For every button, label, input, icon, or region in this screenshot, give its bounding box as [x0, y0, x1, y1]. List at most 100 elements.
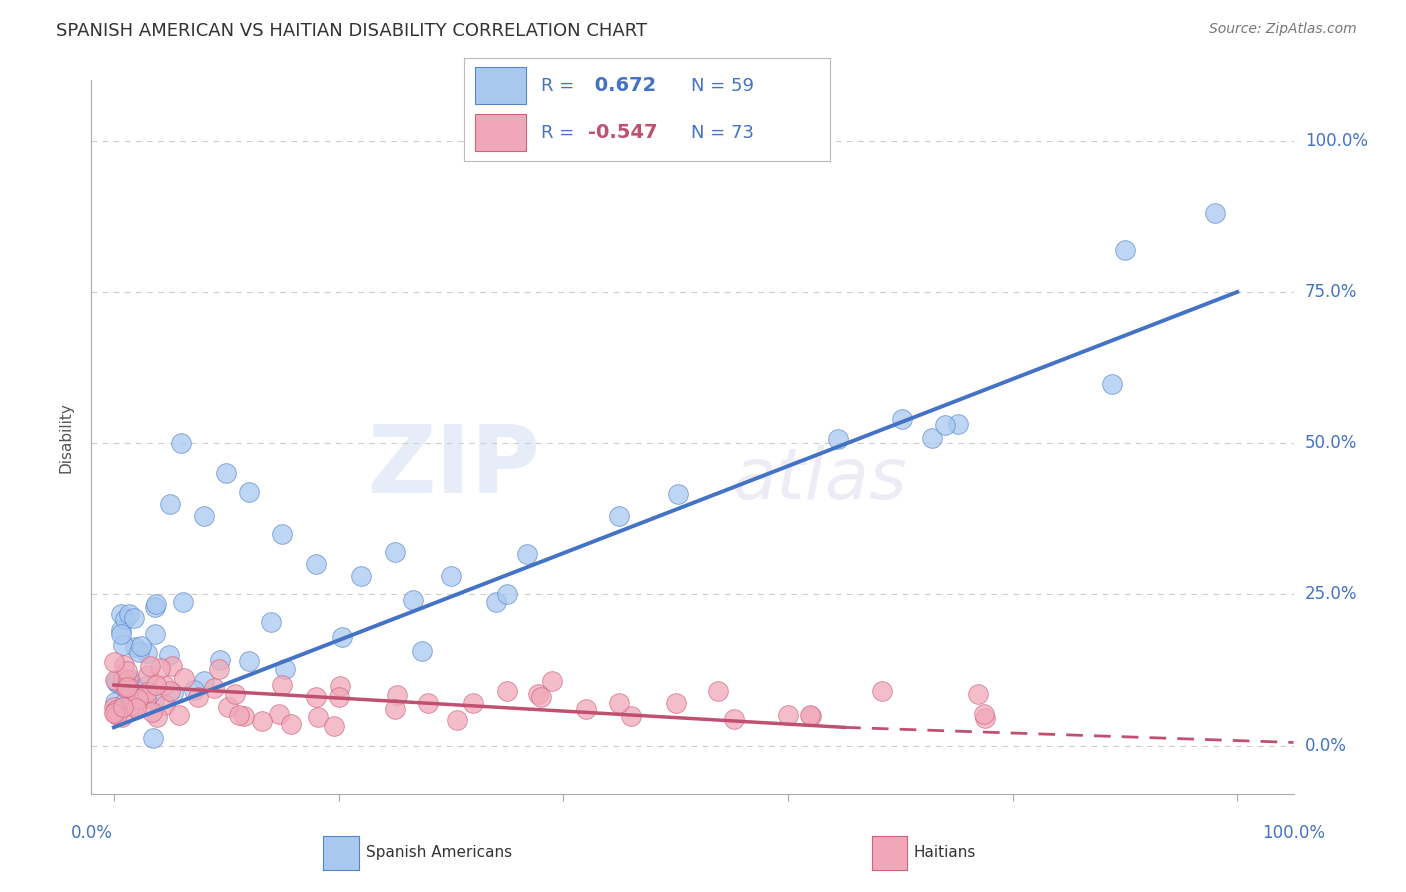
Point [305, 690, 328, 705]
Point [870, 684, 893, 698]
Text: R =: R = [541, 124, 579, 142]
Point [159, 684, 181, 698]
Point [271, 526, 294, 541]
Point [172, 595, 194, 609]
Point [138, 667, 160, 681]
Point [105, 676, 128, 690]
Point [104, 673, 127, 687]
Point [129, 640, 152, 654]
Point [530, 690, 553, 705]
Y-axis label: Disability: Disability [58, 401, 73, 473]
Point [105, 703, 128, 717]
Point [103, 700, 125, 714]
Point [974, 710, 997, 724]
Point [104, 706, 127, 720]
Text: ZIP: ZIP [368, 421, 541, 513]
Point [402, 592, 425, 607]
Point [224, 687, 246, 701]
Point [124, 611, 146, 625]
Point [384, 545, 406, 559]
Text: 50.0%: 50.0% [1305, 434, 1357, 452]
Point [305, 557, 328, 571]
Point [122, 698, 145, 713]
Point [228, 708, 250, 723]
Point [384, 702, 406, 716]
Point [125, 700, 148, 714]
Point [111, 710, 134, 724]
Bar [475, 67, 526, 104]
Point [145, 597, 167, 611]
Point [260, 615, 283, 629]
Point [128, 645, 150, 659]
Point [146, 710, 169, 724]
Point [169, 708, 191, 723]
Point [934, 418, 956, 433]
Point [527, 687, 550, 701]
Point [117, 673, 139, 688]
Point [463, 696, 485, 710]
Text: 75.0%: 75.0% [1305, 283, 1357, 301]
Point [111, 679, 134, 693]
Point [162, 658, 184, 673]
Point [250, 714, 273, 729]
Point [665, 696, 688, 710]
Point [143, 627, 166, 641]
Point [187, 690, 209, 704]
Point [233, 709, 256, 723]
Point [217, 699, 239, 714]
Point [111, 672, 134, 686]
Point [418, 696, 440, 710]
Point [946, 417, 969, 431]
Point [620, 709, 643, 723]
Point [104, 706, 127, 720]
Point [162, 686, 184, 700]
Point [153, 698, 176, 712]
Point [115, 664, 138, 678]
Point [142, 731, 165, 746]
Point [921, 431, 943, 445]
Point [609, 696, 631, 710]
Point [973, 706, 995, 721]
Text: N = 73: N = 73 [690, 124, 754, 142]
Text: 0.672: 0.672 [588, 76, 657, 95]
Text: -0.547: -0.547 [588, 123, 658, 143]
Point [238, 484, 260, 499]
Point [143, 692, 166, 706]
Text: 100.0%: 100.0% [1263, 824, 1324, 842]
Point [280, 717, 302, 731]
Point [666, 487, 689, 501]
Point [104, 696, 127, 710]
Point [103, 655, 125, 669]
Point [105, 707, 128, 722]
Point [799, 708, 821, 723]
Point [105, 674, 128, 689]
Point [707, 683, 730, 698]
Point [153, 678, 176, 692]
Point [111, 638, 134, 652]
Point [209, 653, 232, 667]
Point [118, 680, 141, 694]
Point [575, 702, 598, 716]
Text: N = 59: N = 59 [690, 77, 754, 95]
Point [193, 673, 215, 688]
Point [1101, 376, 1123, 391]
Point [208, 661, 231, 675]
Point [115, 680, 138, 694]
Point [485, 595, 508, 609]
Point [112, 658, 135, 673]
Point [411, 644, 433, 658]
Point [516, 547, 538, 561]
Point [173, 671, 195, 685]
Point [170, 436, 193, 450]
Point [183, 683, 205, 698]
Point [307, 709, 329, 723]
Point [193, 508, 215, 523]
Point [1204, 206, 1226, 220]
Point [143, 599, 166, 614]
Point [827, 432, 849, 446]
Point [800, 709, 823, 723]
Text: 25.0%: 25.0% [1305, 585, 1357, 603]
Text: atlas: atlas [731, 445, 907, 514]
Point [329, 680, 352, 694]
Text: 0.0%: 0.0% [70, 824, 112, 842]
